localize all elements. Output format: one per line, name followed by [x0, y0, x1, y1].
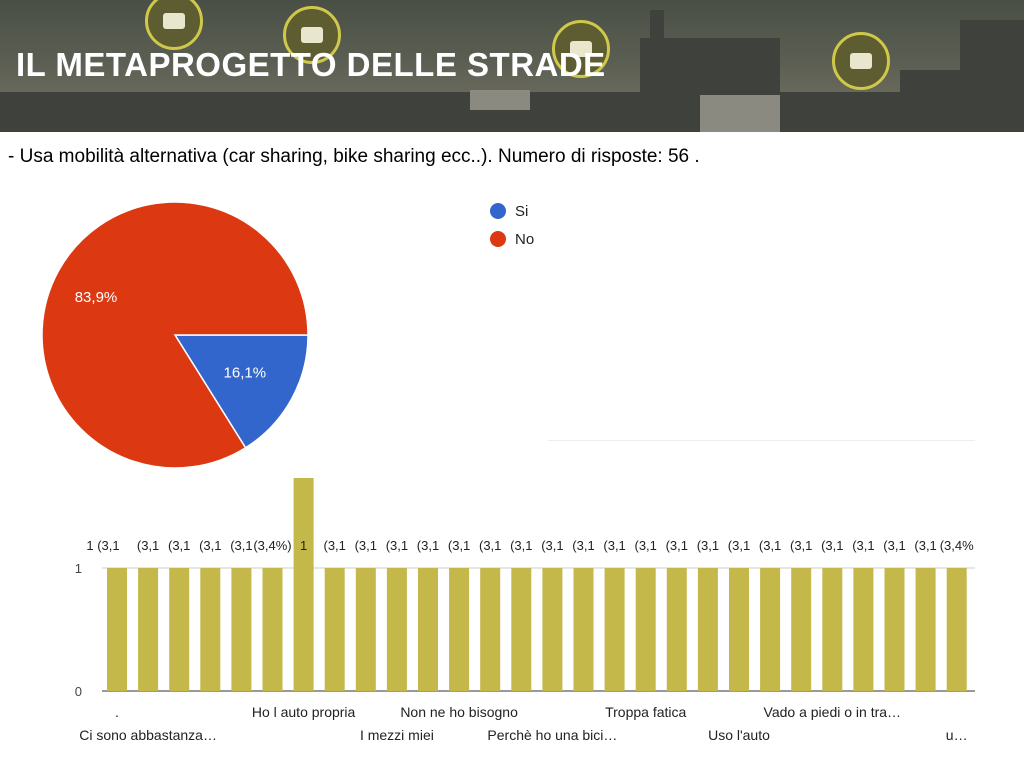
- bar-data-label: (3,1: [230, 538, 252, 553]
- building: [650, 10, 664, 50]
- bar-data-label: 1: [300, 538, 307, 553]
- bar: [169, 568, 190, 691]
- chat-bubble-icon: [145, 0, 203, 50]
- bar: [573, 568, 594, 691]
- x-tick-label: Ho l auto propria: [252, 704, 356, 720]
- bar: [107, 568, 127, 691]
- bar: [231, 568, 252, 691]
- bar-data-label: (3,1: [759, 538, 781, 553]
- bar: [946, 568, 967, 691]
- bar: [355, 568, 376, 691]
- bar-data-label: (3,4%: [940, 538, 974, 553]
- bar-data-label: (3,1: [541, 538, 563, 553]
- chat-bubble-icon: [552, 20, 610, 78]
- bar-data-label: (3,1: [790, 538, 812, 553]
- pie-chart: 16,1% 83,9% Si No: [41, 201, 534, 469]
- bar-data-label: (3,1: [510, 538, 532, 553]
- x-tick-label: Ci sono abbastanza…: [79, 727, 217, 743]
- bar: [480, 568, 501, 691]
- bar: [760, 568, 781, 691]
- bar-data-label: (3,1: [137, 538, 159, 553]
- y-tick-label: 1: [75, 561, 82, 576]
- legend-swatch-no: [490, 231, 506, 247]
- bar: [666, 568, 687, 691]
- bar: [262, 568, 283, 691]
- bar: [884, 568, 905, 691]
- bar-data-label: (3,1: [572, 538, 594, 553]
- pie-slice-label: 83,9%: [75, 289, 118, 306]
- building: [470, 90, 530, 110]
- bar: [293, 478, 314, 691]
- legend-label-si: Si: [515, 203, 528, 220]
- bar-data-label: (3,1: [821, 538, 843, 553]
- header-banner: IL METAPROGETTO DELLE STRADE: [0, 0, 1024, 132]
- bar-data-label: (3,1: [417, 538, 439, 553]
- bar-data-label: (3,1: [323, 538, 345, 553]
- bar-data-label: (3,1: [479, 538, 501, 553]
- bar-data-label: (3,1: [914, 538, 936, 553]
- building: [700, 95, 780, 132]
- bar: [386, 568, 407, 691]
- chat-bubble-icon: [283, 6, 341, 64]
- bar-data-label: (3,1: [386, 538, 408, 553]
- x-tick-label: Perchè ho una bici…: [487, 727, 617, 743]
- building: [960, 20, 1024, 132]
- bar-data-label: (3,1: [448, 538, 470, 553]
- bar-data-label: (3,1: [697, 538, 719, 553]
- bar: [635, 568, 656, 691]
- bar: [604, 568, 625, 691]
- x-tick-label: Troppa fatica: [605, 704, 686, 720]
- bar-data-label: (3,4%): [253, 538, 291, 553]
- y-tick-label: 0: [75, 684, 82, 699]
- bar: [915, 568, 936, 691]
- bar-chart: 011 (3,1 (3,1 (3,1 (3,1 (3,1 (3,4%) 1 (3,1 (3,1(…: [75, 440, 975, 743]
- pie-slice-si: [173, 334, 309, 449]
- question-subtitle: - Usa mobilità alternativa (car sharing,…: [8, 146, 700, 167]
- bar-data-label: 1 (3,1: [86, 538, 119, 553]
- legend-label-no: No: [515, 231, 534, 248]
- bar: [729, 568, 749, 691]
- bar: [542, 568, 563, 691]
- bar: [511, 568, 532, 691]
- bar-data-label: (3,1: [355, 538, 377, 553]
- bar: [418, 568, 438, 691]
- bar-data-label: (3,1: [603, 538, 625, 553]
- building: [900, 70, 970, 132]
- x-tick-label: u…: [946, 727, 968, 743]
- pie-slice-no: [41, 201, 309, 469]
- bar-data-label: (3,1: [728, 538, 750, 553]
- x-tick-label: Non ne ho bisogno: [400, 704, 518, 720]
- bar: [697, 568, 718, 691]
- bar: [791, 568, 812, 691]
- chat-bubble-icon: [832, 32, 890, 90]
- bar-data-label: (3,1: [168, 538, 190, 553]
- legend-swatch-si: [490, 203, 506, 219]
- x-tick-label: Vado a piedi o in tra…: [764, 704, 902, 720]
- bar-data-label: (3,1: [634, 538, 656, 553]
- bar: [449, 568, 470, 691]
- bar: [200, 568, 221, 691]
- bar-data-label: (3,1: [852, 538, 874, 553]
- bar-data-label: (3,1: [883, 538, 905, 553]
- bar: [138, 568, 159, 691]
- bar: [853, 568, 874, 691]
- bar-data-label: (3,1: [199, 538, 221, 553]
- bar: [822, 568, 843, 691]
- x-tick-label: .: [115, 704, 119, 720]
- banner-title: IL METAPROGETTO DELLE STRADE: [16, 46, 606, 83]
- x-tick-label: Uso l'auto: [708, 727, 770, 743]
- pie-slice-label: 16,1%: [224, 365, 267, 382]
- bar: [324, 568, 345, 691]
- bar-data-label: (3,1: [666, 538, 688, 553]
- x-tick-label: I mezzi miei: [360, 727, 434, 743]
